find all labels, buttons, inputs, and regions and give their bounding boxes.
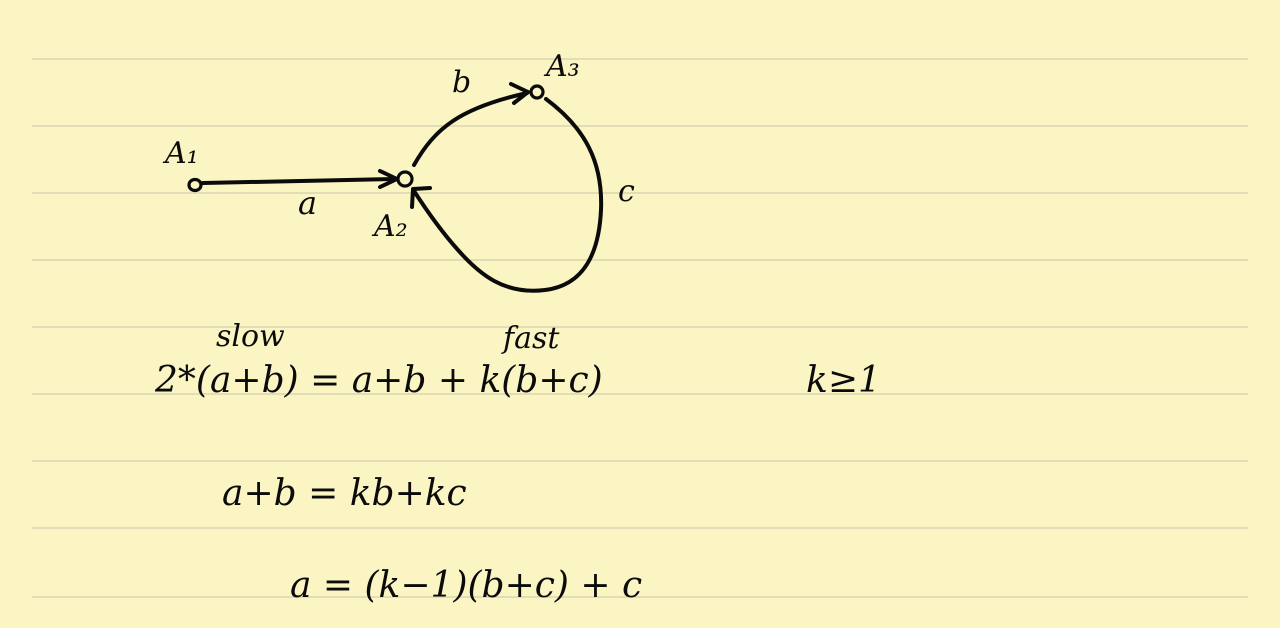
equation-line-3: a = (k−1)(b+c) + c [290,565,642,606]
node-a3 [529,84,545,100]
edge-b-curve [412,91,529,167]
node-a1 [187,177,203,193]
edge-b-arrowhead [509,82,530,105]
node-label-a2: A₂ [371,209,408,244]
label-slow: slow [216,319,285,354]
edge-c-arrowhead [410,186,432,209]
cycle-diagram: A₁ A₂ A₃ a b c [162,49,635,293]
equation-line-1: 2*(a+b) = a+b + k(b+c) [154,360,603,401]
notebook-rules [32,58,1248,598]
node-label-a3: A₃ [543,49,580,84]
edge-a-line [201,177,398,185]
edge-a-arrowhead [378,169,399,189]
edge-label-a: a [298,184,317,222]
node-label-a1: A₁ [162,136,199,171]
edge-label-c: c [618,174,635,209]
equation-condition: k≥1 [806,360,881,401]
edge-label-b: b [452,65,471,100]
label-fast: fast [501,321,560,356]
edge-c-curve [412,97,604,293]
node-a2 [396,170,414,188]
equation-line-2: a+b = kb+kc [222,473,467,514]
